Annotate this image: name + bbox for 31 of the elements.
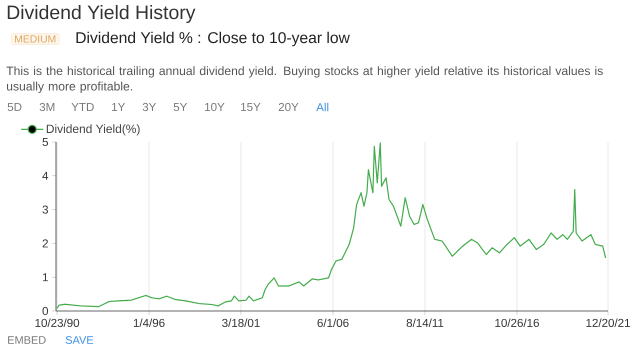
chart-title: Dividend Yield History [8, 4, 196, 24]
y-tick-label: 0 [42, 306, 48, 316]
text: 5D [8, 102, 22, 112]
chart-subtitle: Dividend Yield % : Close to 10-year low [76, 32, 350, 46]
text: YTD [71, 103, 94, 111]
text: 10Y [205, 102, 225, 112]
x-tick-label: 1/4/96 [134, 318, 165, 328]
y-tick-label: 3 [42, 206, 48, 214]
y-tick-label: 2 [42, 239, 48, 248]
y-tick-label: 5 [42, 138, 48, 146]
x-tick-label: 10/23/90 [35, 318, 80, 328]
text: 15Y [241, 102, 261, 112]
text: This is the historical trailing annual dividend yield. Buying stocks at higher yield relative its historical values is usually more profitable. [6, 66, 603, 93]
text: All [316, 102, 328, 112]
y-tick-label: 4 [42, 172, 48, 180]
text: MEDIUM [15, 35, 56, 43]
text: 3Y [142, 102, 156, 112]
text: 20Y [278, 102, 299, 112]
line-series [56, 142, 606, 309]
text: 1Y [112, 103, 126, 111]
x-tick-label: 3/18/01 [222, 318, 260, 328]
text: 5Y [174, 102, 188, 112]
text: 3M [40, 102, 54, 112]
x-tick-label: 10/26/16 [495, 318, 539, 328]
y-tick-label: 1 [42, 273, 48, 282]
legend-label: Dividend Yield(%) [46, 124, 140, 136]
x-tick-label: 8/14/11 [406, 318, 444, 328]
x-tick-label: 6/1/06 [318, 318, 349, 328]
x-tick-label: 12/20/21 [586, 318, 630, 328]
text: EMBED [8, 336, 46, 344]
text: SAVE [66, 336, 94, 344]
